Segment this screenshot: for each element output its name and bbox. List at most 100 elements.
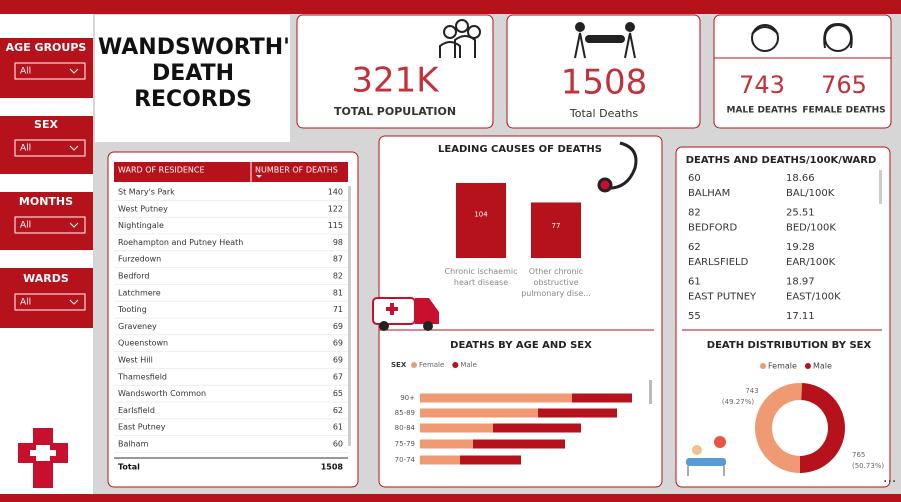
table-header [114, 162, 348, 182]
ward-deaths: 60 [688, 173, 701, 184]
filter-label: AGE GROUPS [6, 41, 87, 54]
bar-value-label: 77 [552, 222, 561, 230]
ward-deaths: 65 [333, 389, 343, 398]
slice-value-label: 765 [852, 451, 865, 459]
bar-segment [420, 423, 493, 433]
ward-deaths: 98 [333, 238, 343, 247]
ward-rate: 18.66 [786, 173, 815, 184]
ward-name: Queenstown [118, 339, 168, 348]
ward-name: Roehampton and Putney Heath [118, 238, 243, 247]
ward-deaths: 122 [328, 204, 343, 213]
total-value: 1508 [321, 463, 344, 472]
clip-cover [680, 322, 880, 329]
sidebar-gap [0, 174, 93, 192]
legend-swatch [452, 362, 459, 368]
bar-segment [420, 393, 572, 403]
ward-deaths: 67 [333, 372, 343, 381]
sidebar-gap [0, 98, 93, 116]
chart-title: DEATH DISTRIBUTION BY SEX [707, 340, 872, 351]
ward-deaths: 82 [333, 272, 343, 281]
ward-deaths: 61 [333, 423, 343, 432]
kpi-value: 1508 [561, 63, 648, 103]
filter-dropdown[interactable] [14, 216, 86, 234]
chart-title: LEADING CAUSES OF DEATHS [438, 144, 602, 155]
ward-name: BEDFORD [688, 223, 737, 234]
chart-title: DEATHS BY AGE AND SEX [450, 340, 592, 351]
ward-deaths: 69 [333, 322, 343, 331]
bar-segment [538, 408, 617, 418]
dropdown-arrow [69, 299, 79, 305]
filter-dropdown[interactable] [14, 293, 86, 311]
kpi-value: 321K [351, 61, 440, 101]
slice-percent-label: (49.27%) [722, 398, 754, 406]
ward-name: East Putney [118, 423, 166, 432]
ward-deaths: 69 [333, 339, 343, 348]
kpi-label: Total Deaths [569, 107, 638, 120]
more-options[interactable]: ··· [883, 474, 896, 490]
ward-name: BALHAM [688, 188, 730, 199]
donut-slice [800, 383, 846, 473]
ward-rate: 19.28 [786, 242, 815, 253]
ward-name: Furzedown [118, 255, 161, 264]
ward-rate-label: EAR/100K [786, 257, 836, 268]
ward-deaths: 115 [328, 221, 343, 230]
ward-deaths: 71 [333, 305, 343, 314]
ward-deaths: 60 [333, 440, 343, 449]
bottom-bar [0, 494, 901, 502]
ward-deaths: 55 [688, 311, 701, 322]
y-tick-label: 80-84 [395, 424, 416, 432]
title-card [95, 15, 290, 142]
slice-value-label: 743 [745, 387, 758, 395]
medical-cross-icon [18, 428, 68, 488]
ward-deaths: 82 [688, 208, 701, 219]
donut-slice [755, 383, 803, 473]
bar-segment [420, 439, 473, 449]
filter-dropdown[interactable] [14, 62, 86, 80]
table-header-cell: WARD OF RESIDENCE [118, 166, 205, 175]
scrollbar [649, 380, 652, 404]
bar-segment [572, 393, 632, 403]
bar-segment [420, 455, 460, 465]
legend-swatch [760, 363, 766, 369]
table-card [107, 151, 359, 488]
ambulance-icon [372, 297, 439, 331]
filter-label: WARDS [23, 272, 69, 285]
legend-label: Female [768, 362, 797, 371]
ward-rate-label: EAST/100K [786, 292, 841, 303]
scrollbar [879, 170, 882, 204]
ward-rate-label: BAL/100K [786, 188, 835, 199]
kpi-label: FEMALE DEATHS [802, 106, 885, 116]
sidebar-gap [0, 14, 93, 38]
kpi-label: MALE DEATHS [727, 106, 798, 116]
dropdown-arrow [69, 145, 79, 151]
filter-label: SEX [34, 118, 58, 131]
patient-icon [686, 436, 726, 476]
slice-percent-label: (50.73%) [852, 462, 884, 470]
category-box: Other chronic obstructive pulmonary dise… [521, 267, 591, 298]
kpi-value: 765 [821, 71, 867, 99]
icons [439, 19, 853, 59]
ward-name: EAST PUTNEY [688, 292, 757, 303]
ward-name: Tooting [117, 305, 147, 314]
ward-rate: 17.11 [786, 311, 815, 322]
y-tick-label: 75-79 [395, 440, 415, 448]
filter-dropdown[interactable] [14, 139, 86, 157]
legend-title: SEX [391, 361, 407, 369]
bar-segment [473, 439, 565, 449]
ward-deaths: 140 [328, 188, 343, 197]
ward-deaths: 62 [333, 406, 343, 415]
ward-name: St Mary's Park [118, 188, 175, 197]
sort-arrow [256, 175, 262, 178]
ward-name: West Putney [118, 204, 168, 213]
kpi-value: 743 [739, 71, 785, 99]
ward-name: Graveney [118, 322, 157, 331]
bar-segment [420, 408, 538, 418]
bar [531, 202, 581, 258]
filter-value: All [20, 144, 31, 154]
y-tick-label: 90+ [400, 394, 415, 402]
legend-swatch [411, 362, 417, 368]
legend-label: Male [460, 361, 477, 369]
bar-segment [460, 455, 521, 465]
legend-swatch [804, 363, 811, 369]
